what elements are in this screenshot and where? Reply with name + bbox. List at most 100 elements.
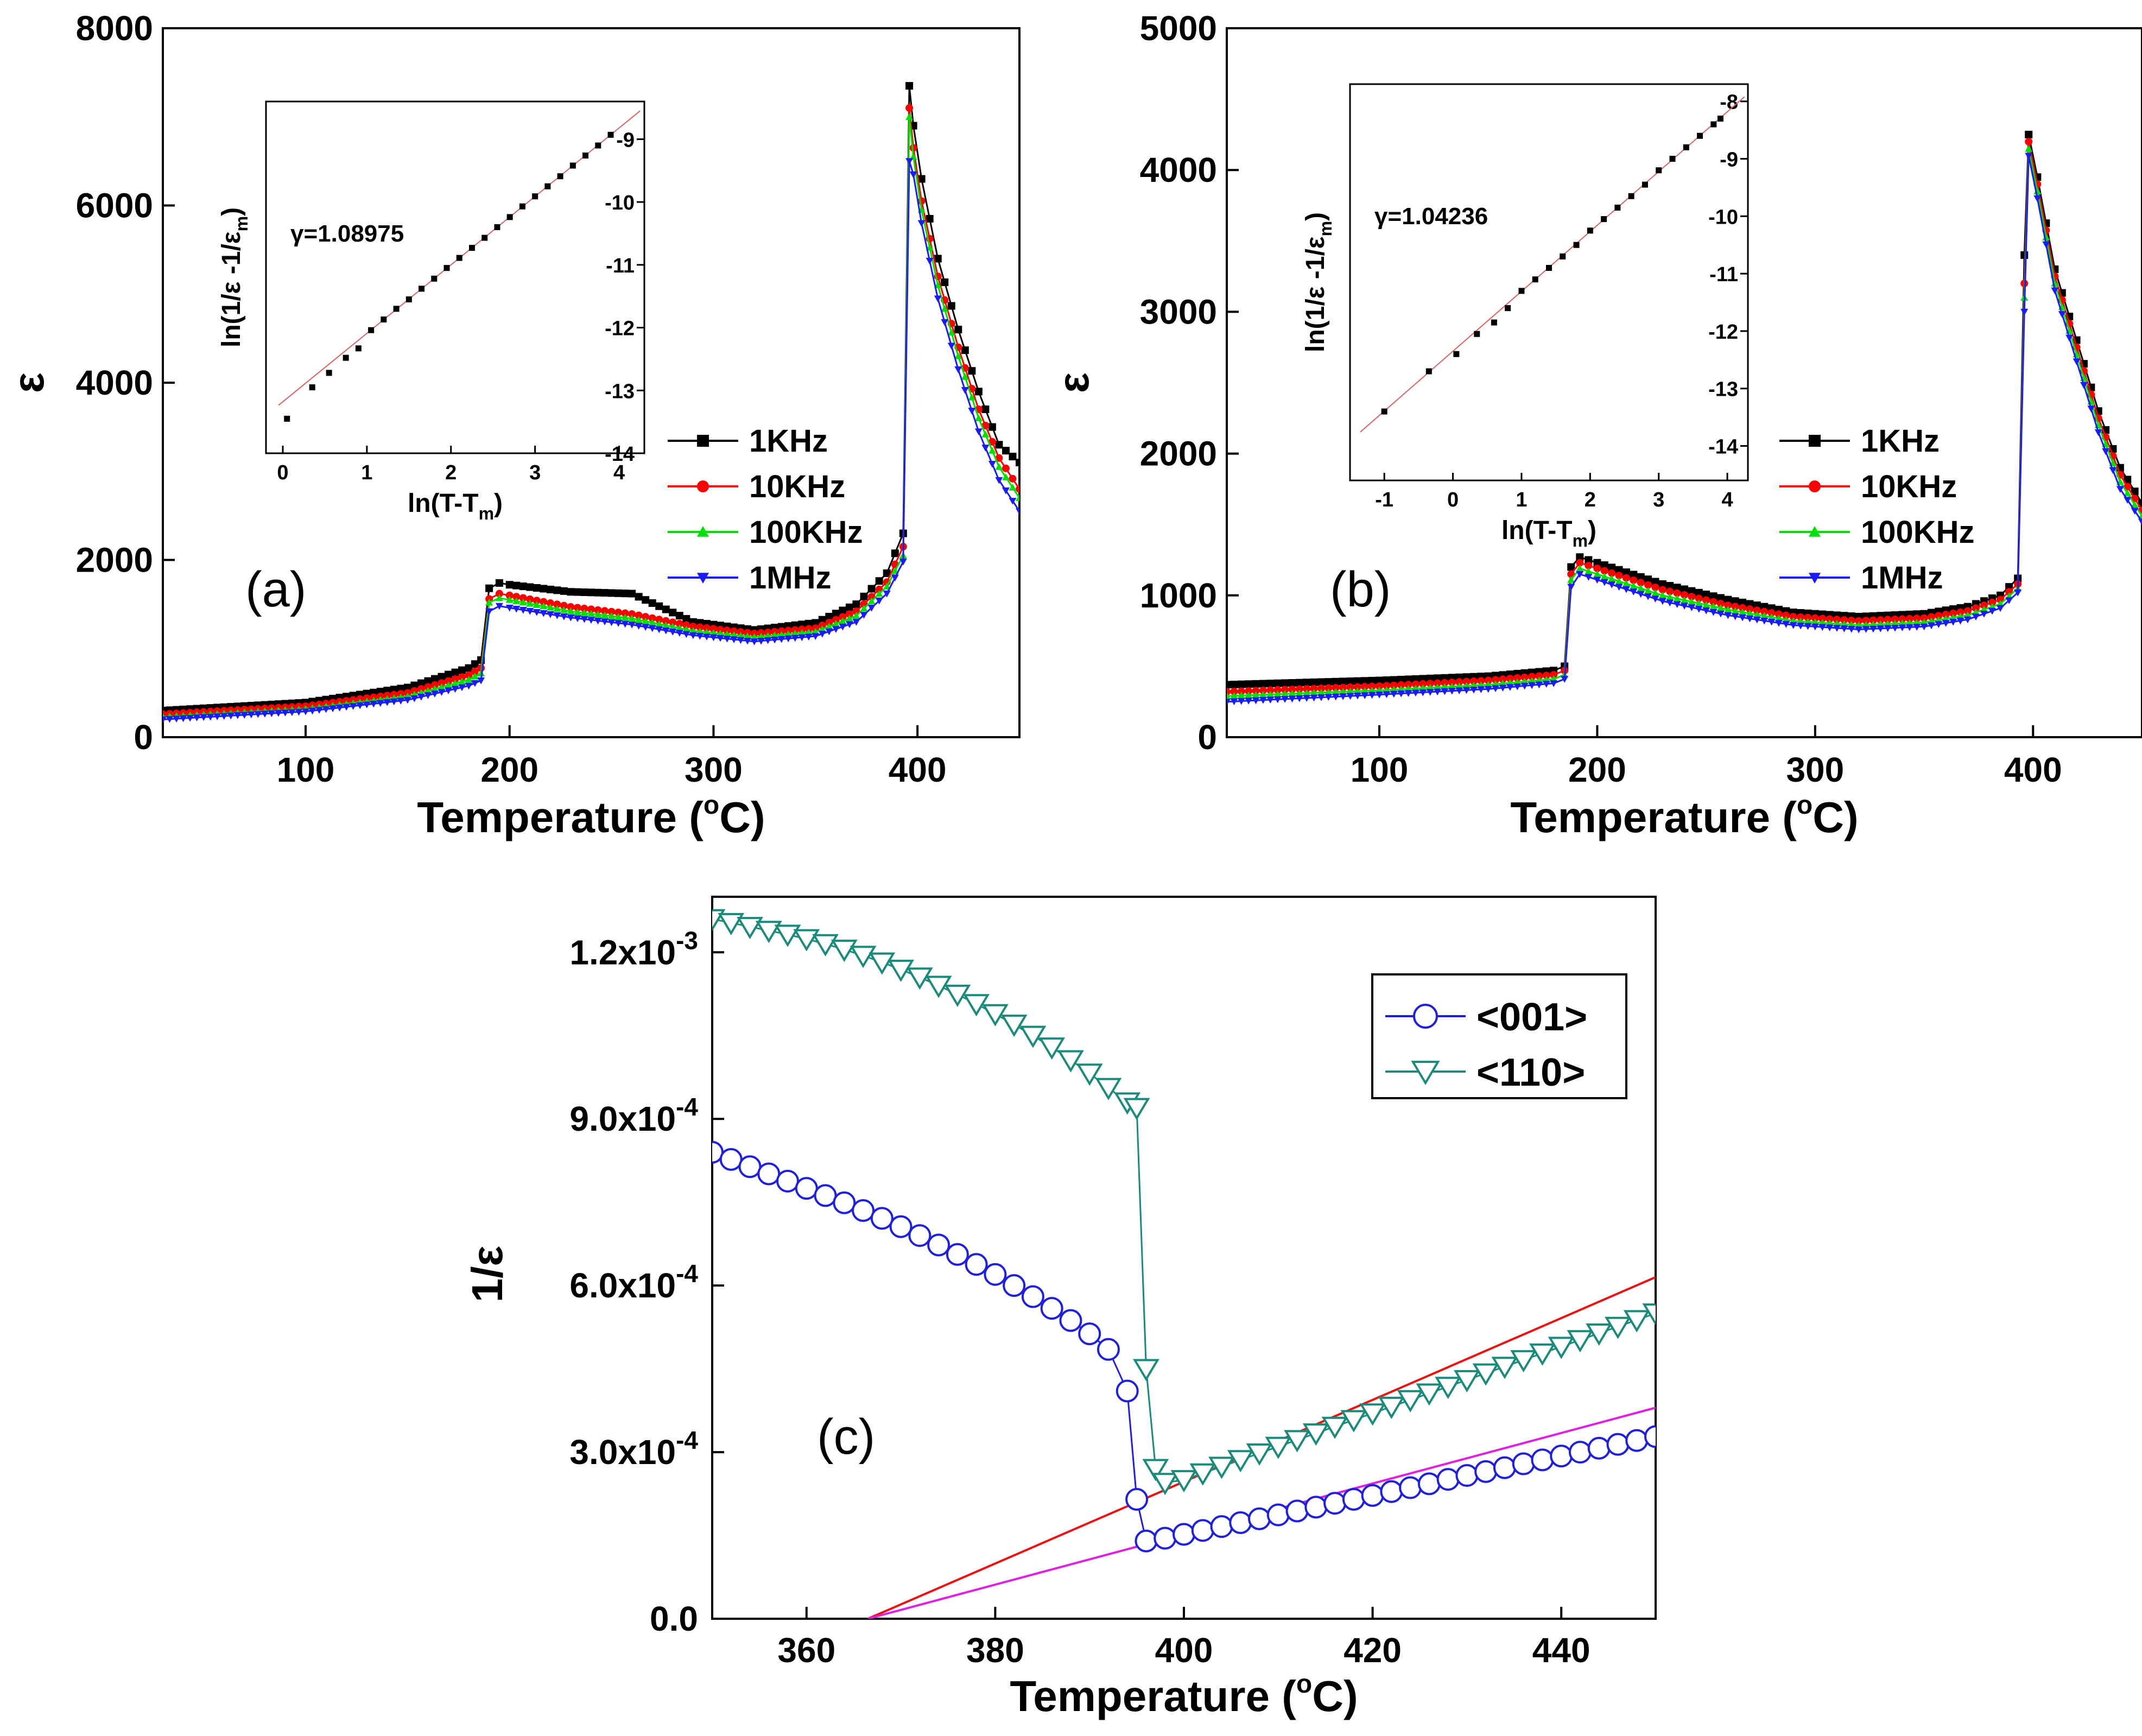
series-marker-<110>	[1170, 1470, 1197, 1493]
series-marker-<001>	[1323, 1492, 1347, 1515]
inset-x-tick-label: 3	[529, 461, 541, 484]
series-marker-1KHz	[1585, 556, 1593, 564]
inset-point	[607, 131, 614, 138]
inset-plot: 0 1 2 3 4-14-13-12-11-10-9γ=1.08975ln(T-Tm)l…	[217, 100, 645, 523]
series-marker-1KHz	[601, 589, 609, 597]
series-marker-100KHz	[1637, 584, 1645, 592]
series-marker-<001>	[833, 1191, 856, 1214]
series-marker-1MHz	[166, 716, 174, 723]
series-marker-1MHz	[1561, 676, 1569, 683]
legend-label-1KHz: 1KHz	[1861, 423, 1940, 459]
series-marker-10KHz	[709, 625, 718, 633]
series-marker-1KHz	[669, 609, 677, 617]
series-marker-100KHz	[1608, 575, 1616, 582]
series-marker-1MHz	[2124, 497, 2132, 504]
series-marker-10KHz	[825, 618, 833, 626]
series-marker-<001>	[1248, 1507, 1271, 1530]
series-marker-10KHz	[1448, 679, 1456, 687]
series-marker-100KHz	[716, 630, 724, 637]
series-marker-1MHz	[689, 632, 697, 639]
series-marker-<001>	[1116, 1379, 1139, 1403]
inset-x-title-end: )	[494, 489, 503, 518]
series-marker-1KHz	[2138, 499, 2142, 508]
panel-label: (b)	[1330, 562, 1391, 617]
inset-fit-line	[1360, 96, 1745, 433]
series-marker-1MHz	[1273, 696, 1282, 704]
series-marker-1MHz	[2094, 429, 2102, 436]
series-marker-1KHz	[954, 326, 962, 334]
series-marker-100KHz	[764, 632, 772, 639]
series-marker-<110>	[793, 929, 820, 952]
series-marker-1MHz	[1862, 626, 1870, 633]
series-marker-<110>	[906, 967, 933, 990]
series-marker-1MHz	[1542, 681, 1550, 688]
series-marker-1KHz	[1230, 680, 1238, 688]
series-marker-100KHz	[465, 675, 473, 683]
series-marker-1KHz	[614, 589, 623, 597]
series-marker-10KHz	[839, 613, 847, 621]
inset-point	[381, 316, 387, 323]
series-marker-100KHz	[655, 620, 663, 628]
series-marker-1MHz	[777, 636, 785, 643]
inset-x-tick-label: 0	[1447, 489, 1459, 511]
inset-x-tick-label: 2	[445, 461, 457, 484]
series-marker-1MHz	[322, 706, 330, 713]
series-marker-<110>	[944, 984, 971, 1007]
series-marker-1MHz	[947, 343, 955, 350]
series-marker-1KHz	[451, 668, 459, 676]
series-marker-1KHz	[1702, 591, 1710, 599]
inset-y-tick-label: -13	[605, 380, 635, 403]
legend-marker	[1411, 1061, 1440, 1085]
series-marker-10KHz	[1281, 686, 1289, 694]
series-marker-10KHz	[1630, 576, 1638, 584]
series-marker-1MHz	[512, 606, 521, 613]
series-marker-100KHz	[485, 598, 493, 606]
series-marker-10KHz	[1608, 569, 1616, 577]
series-marker-10KHz	[1426, 680, 1434, 688]
series-marker-<001>	[1436, 1468, 1460, 1491]
series-marker-10KHz	[1469, 677, 1478, 685]
series-marker-1MHz	[954, 366, 962, 373]
series-marker-1MHz	[988, 461, 996, 468]
series-marker-1KHz	[1637, 573, 1645, 581]
series-marker-100KHz	[614, 613, 623, 620]
series-marker-<001>	[776, 1169, 800, 1193]
series-marker-10KHz	[1673, 589, 1681, 597]
series-marker-1MHz	[594, 617, 602, 625]
y-tick-label: 0	[1197, 718, 1217, 757]
y-tick-label: 6000	[76, 186, 153, 225]
series-marker-100KHz	[675, 624, 683, 631]
series-marker-1KHz	[628, 590, 636, 598]
series-marker-10KHz	[1767, 609, 1776, 617]
series-marker-10KHz	[1325, 684, 1333, 692]
series-marker-<110>	[1623, 1310, 1650, 1333]
series-marker-<001>	[1304, 1496, 1328, 1519]
legend-label-100KHz: 100KHz	[1861, 515, 1975, 550]
series-marker-10KHz	[1891, 615, 1899, 623]
series-marker-1MHz	[1782, 621, 1790, 628]
series-marker-1MHz	[1767, 618, 1776, 626]
series-marker-10KHz	[424, 683, 432, 691]
series-marker-1MHz	[1615, 584, 1623, 591]
series-marker-1KHz	[635, 593, 643, 601]
series-marker-10KHz	[628, 610, 636, 618]
series-marker-1MHz	[961, 387, 969, 394]
series-marker-<001>	[946, 1243, 969, 1266]
y-axis-title: 1/ε	[463, 1246, 511, 1303]
series-marker-10KHz	[682, 621, 690, 629]
series-marker-100KHz	[438, 683, 446, 690]
series-marker-1MHz	[553, 612, 561, 619]
inset-point	[1642, 181, 1648, 188]
inset-point	[1453, 351, 1460, 357]
series-marker-1MHz	[288, 709, 296, 717]
series-marker-1MHz	[254, 711, 262, 718]
legend-marker	[1809, 435, 1821, 447]
series-marker-100KHz	[430, 685, 439, 692]
series-marker-10KHz	[553, 600, 561, 609]
series-marker-10KHz	[1739, 604, 1747, 612]
series-marker-<110>	[1340, 1410, 1367, 1433]
series-marker-10KHz	[905, 104, 914, 112]
inset-x-title-sub: m	[479, 504, 494, 523]
series-marker-<001>	[738, 1155, 762, 1179]
series-marker-1KHz	[974, 388, 983, 396]
